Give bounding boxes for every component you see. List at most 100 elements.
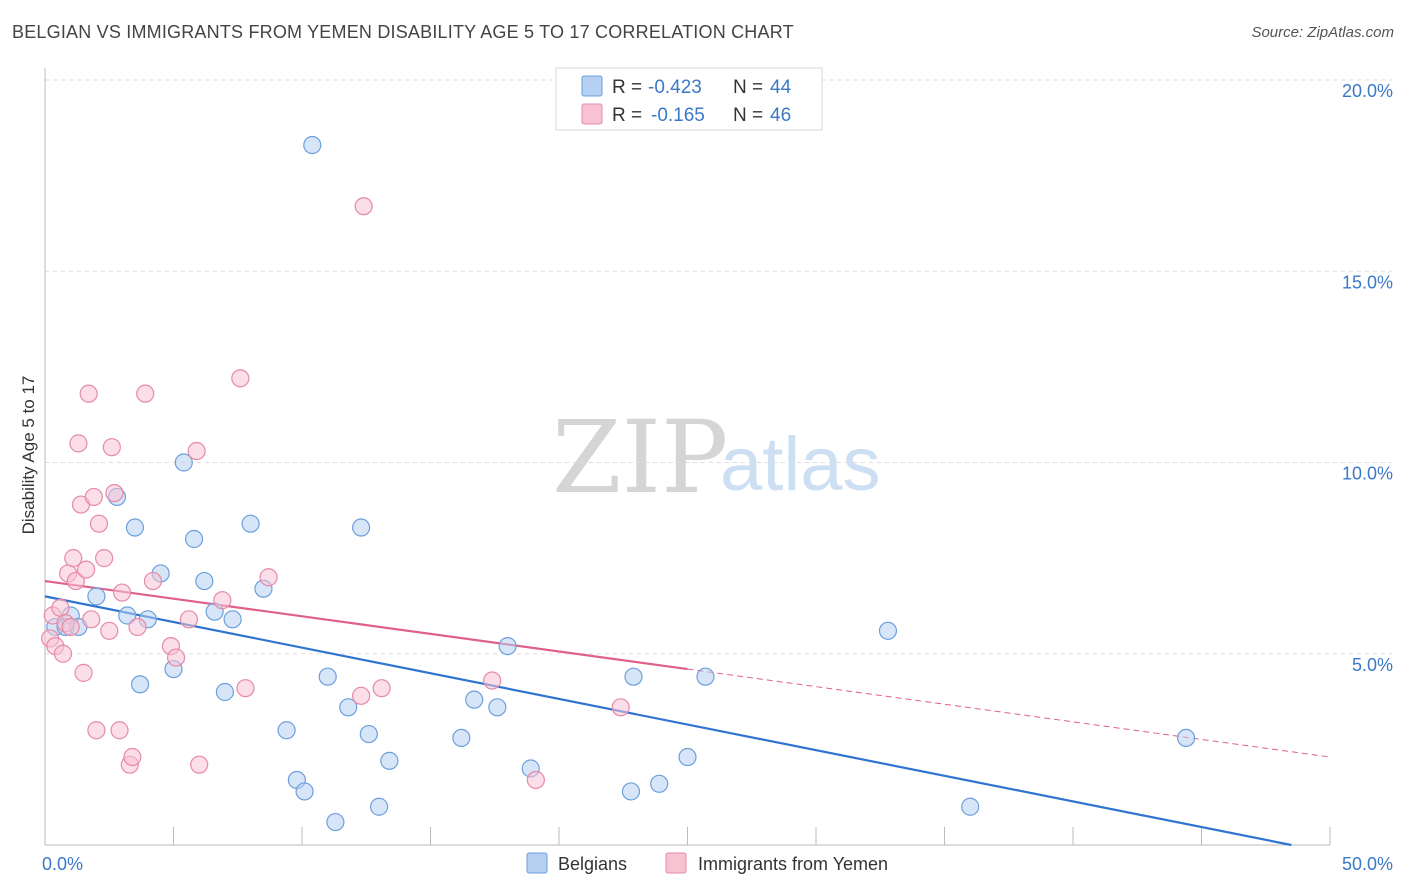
axes: [44, 68, 1331, 846]
point-yemen-32: [179, 610, 199, 629]
point-belgians-22: [295, 782, 314, 801]
point-yemen-13: [77, 560, 96, 579]
point-belgians-27: [352, 518, 371, 537]
point-yemen-36: [231, 369, 250, 388]
gridlines: [45, 79, 1392, 655]
point-belgians-24: [318, 667, 337, 686]
point-belgians-30: [380, 751, 399, 770]
point-yemen-35: [213, 591, 232, 610]
point-belgians-8: [130, 675, 150, 694]
legend-r-label-yemen: R =: [612, 105, 642, 126]
point-belgians-17: [223, 610, 242, 629]
legend-n-value-yemen: 46: [770, 105, 791, 126]
trendlines: [44, 579, 1331, 847]
point-belgians-43: [1176, 728, 1196, 748]
point-belgians-40: [696, 667, 715, 686]
point-yemen-43: [526, 770, 545, 790]
bottom-legend-label-yemen: Immigrants from Yemen: [698, 854, 888, 874]
point-belgians-6: [118, 606, 137, 625]
point-belgians-28: [359, 724, 378, 744]
point-belgians-32: [465, 690, 484, 709]
point-yemen-19: [95, 549, 114, 568]
point-yemen-33: [187, 441, 206, 461]
point-yemen-14: [79, 384, 98, 403]
point-belgians-26: [339, 698, 358, 717]
chart-title: BELGIAN VS IMMIGRANTS FROM YEMEN DISABIL…: [12, 22, 794, 42]
point-belgians-33: [488, 698, 507, 717]
y-tick-label-10: 10.0%: [1342, 464, 1393, 484]
trendline-yemen-extension: [687, 668, 1331, 758]
watermark-atlas: atlas: [720, 422, 881, 507]
y-axis-title: Disability Age 5 to 17: [19, 376, 38, 535]
point-belgians-13: [184, 529, 204, 549]
point-belgians-7: [125, 518, 145, 537]
legend-r-label-belgians: R =: [612, 77, 642, 98]
legend-swatch-belgians: [581, 75, 603, 97]
legend-r-value-belgians: -0.423: [648, 77, 702, 98]
data-points: [41, 135, 1196, 832]
point-belgians-18: [241, 514, 260, 533]
point-yemen-23: [110, 721, 129, 740]
point-yemen-27: [128, 617, 147, 637]
bottom-legend-swatch-belgians: [526, 852, 548, 874]
point-yemen-40: [354, 197, 373, 216]
x-tick-label-min: 0.0%: [42, 854, 83, 874]
point-yemen-38: [259, 568, 278, 587]
point-belgians-36: [621, 782, 641, 801]
point-yemen-3: [51, 598, 70, 617]
trendline-yemen: [44, 579, 688, 671]
legend-r-value-yemen: -0.165: [651, 105, 705, 126]
point-belgians-38: [650, 774, 669, 793]
point-yemen-16: [84, 487, 103, 507]
point-yemen-26: [123, 747, 142, 767]
bottom-legend-swatch-yemen: [665, 852, 687, 874]
point-belgians-34: [498, 636, 517, 656]
chart-source: Source: ZipAtlas.com: [1251, 24, 1394, 41]
point-yemen-7: [61, 617, 80, 637]
point-yemen-18: [89, 514, 109, 533]
point-belgians-25: [326, 812, 345, 832]
y-tick-label-15: 15.0%: [1342, 272, 1393, 292]
stats-legend: R = -0.423 N = 44 R = -0.165 N = 46: [555, 67, 823, 131]
point-belgians-41: [878, 621, 898, 640]
point-belgians-14: [195, 571, 214, 591]
point-yemen-20: [100, 621, 119, 640]
point-yemen-8: [64, 549, 83, 568]
point-belgians-23: [303, 135, 322, 155]
point-yemen-21: [102, 438, 121, 457]
point-yemen-41: [372, 679, 391, 698]
point-yemen-22: [105, 484, 124, 503]
bottom-legend-label-belgians: Belgians: [558, 854, 627, 874]
point-belgians-39: [678, 747, 697, 767]
y-tick-label-5: 5.0%: [1352, 655, 1393, 675]
point-yemen-9: [66, 571, 85, 591]
point-yemen-34: [190, 755, 209, 774]
point-belgians-42: [961, 797, 980, 816]
point-yemen-44: [611, 698, 630, 717]
point-yemen-29: [143, 571, 163, 591]
point-belgians-37: [624, 667, 643, 686]
point-yemen-10: [69, 434, 88, 453]
point-yemen-4: [53, 644, 73, 663]
watermark-zip: ZIP: [552, 399, 728, 516]
point-yemen-15: [82, 610, 101, 629]
series-legend: Belgians Immigrants from Yemen: [526, 852, 888, 874]
point-yemen-42: [483, 671, 502, 690]
point-yemen-39: [352, 686, 371, 705]
y-tick-label-20: 20.0%: [1342, 81, 1393, 101]
point-yemen-24: [112, 583, 132, 602]
point-yemen-17: [87, 721, 106, 740]
point-belgians-12: [174, 453, 193, 472]
point-yemen-37: [236, 679, 255, 698]
legend-n-label-yemen: N =: [733, 105, 763, 126]
point-belgians-29: [370, 797, 389, 816]
x-tick-label-max: 50.0%: [1342, 854, 1393, 874]
point-belgians-31: [452, 728, 471, 748]
legend-swatch-yemen: [581, 103, 603, 125]
point-yemen-12: [74, 663, 93, 682]
point-yemen-31: [166, 648, 186, 667]
trendline-belgians: [44, 595, 1292, 847]
point-belgians-4: [87, 587, 106, 606]
point-belgians-20: [277, 721, 296, 740]
